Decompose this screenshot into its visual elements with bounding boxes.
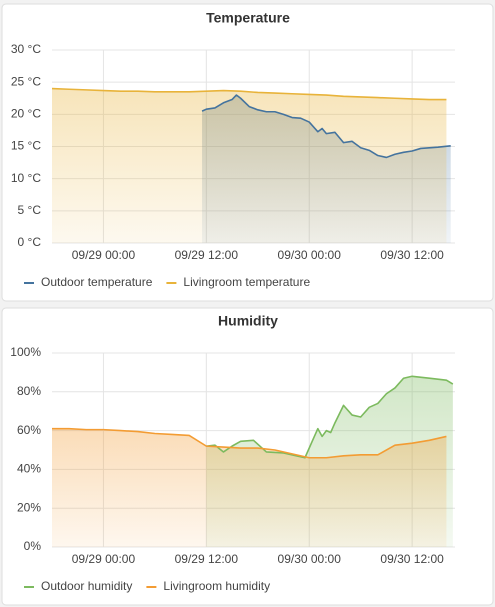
x-tick-label: 09/29 00:00 <box>72 552 136 566</box>
legend-label: Outdoor temperature <box>41 275 153 289</box>
y-tick-label: 20 °C <box>11 107 41 121</box>
y-tick-label: 5 °C <box>18 203 42 217</box>
x-tick-label: 09/30 12:00 <box>380 248 444 262</box>
x-tick-label: 09/29 12:00 <box>175 552 239 566</box>
y-tick-label: 15 °C <box>11 139 41 153</box>
y-tick-label: 0 °C <box>18 235 42 249</box>
x-tick-label: 09/29 00:00 <box>72 248 136 262</box>
y-tick-label: 100% <box>10 345 41 359</box>
y-tick-label: 10 °C <box>11 171 41 185</box>
legend-label: Livingroom temperature <box>183 275 310 289</box>
y-tick-label: 60% <box>17 423 41 437</box>
area <box>52 428 447 547</box>
y-tick-label: 0% <box>24 539 42 553</box>
x-tick-label: 09/29 12:00 <box>175 248 239 262</box>
series-line <box>206 375 454 459</box>
y-tick-label: 30 °C <box>11 42 41 56</box>
legend-label: Livingroom humidity <box>163 579 270 593</box>
x-tick-label: 09/30 00:00 <box>278 552 342 566</box>
x-tick-label: 09/30 12:00 <box>380 552 444 566</box>
series-line <box>52 427 447 459</box>
series-line <box>51 87 447 101</box>
series-line <box>201 94 451 159</box>
area <box>52 88 447 243</box>
chart-title: Temperature <box>206 10 290 26</box>
legend-label: Outdoor humidity <box>41 579 132 593</box>
y-tick-label: 40% <box>17 462 41 476</box>
y-tick-label: 25 °C <box>11 74 41 88</box>
chart-title: Humidity <box>218 313 278 329</box>
y-tick-label: 20% <box>17 500 41 514</box>
x-tick-label: 09/30 00:00 <box>278 248 342 262</box>
y-tick-label: 80% <box>17 384 41 398</box>
